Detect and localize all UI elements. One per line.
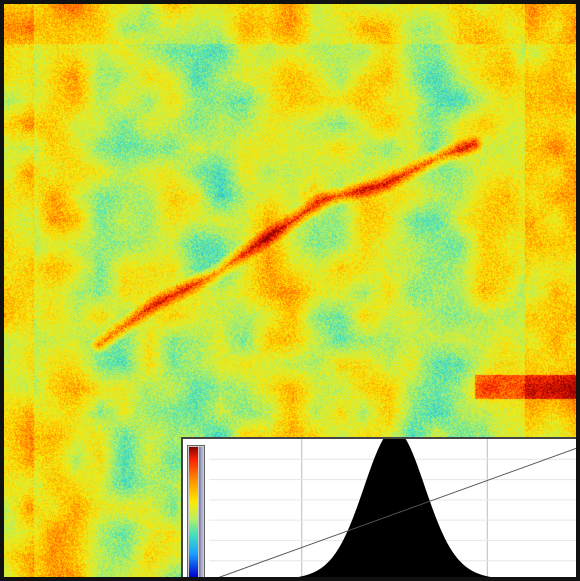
histogram-plot[interactable] — [209, 439, 580, 581]
colorbar-range-slider[interactable] — [199, 447, 204, 577]
tone-curve-line[interactable] — [209, 447, 580, 581]
histogram-fill — [298, 439, 491, 577]
histogram-panel[interactable] — [181, 437, 580, 581]
colorbar-gradient — [189, 447, 198, 577]
colorbar — [187, 445, 205, 577]
